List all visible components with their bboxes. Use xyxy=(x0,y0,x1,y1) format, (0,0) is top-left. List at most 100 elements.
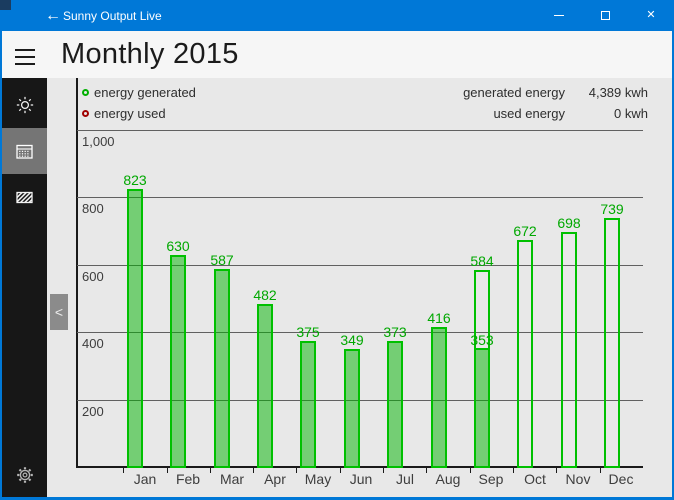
gridline-1000 xyxy=(77,130,643,131)
bar-value-nov: 698 xyxy=(557,215,581,231)
titlebar-corner-artifact xyxy=(0,0,11,10)
chevron-left-icon: < xyxy=(54,304,64,320)
used-legend-dot-icon xyxy=(82,109,89,117)
x-label-aug: Aug xyxy=(435,471,461,487)
window-title: Sunny Output Live xyxy=(63,9,162,23)
x-tick-0 xyxy=(123,468,124,473)
bar-aug[interactable] xyxy=(431,327,447,468)
window-border-right xyxy=(672,31,674,500)
bar-dec[interactable] xyxy=(604,218,620,468)
titlebar: ← Sunny Output Live ✕ xyxy=(0,0,674,31)
minimize-icon xyxy=(554,15,564,16)
x-label-nov: Nov xyxy=(565,471,591,487)
gridline-400 xyxy=(77,332,643,333)
x-label-mar: Mar xyxy=(219,471,245,487)
sidebar-item-calendar[interactable] xyxy=(2,128,47,174)
ytick-label-1000: 1,000 xyxy=(82,134,115,149)
legend-item-generated: energy generated xyxy=(82,83,196,101)
bar-nov[interactable] xyxy=(561,232,577,468)
bar-value-sep: 584 xyxy=(470,253,494,269)
stat-generated-label: generated energy xyxy=(463,84,565,100)
gridline-200 xyxy=(77,400,643,401)
x-tick-4 xyxy=(296,468,297,473)
minimize-button[interactable] xyxy=(536,0,582,31)
maximize-button[interactable] xyxy=(582,0,628,31)
sun-icon xyxy=(16,96,33,114)
stat-used-value: 0 kwh xyxy=(614,105,648,121)
bar-value-apr: 482 xyxy=(253,287,277,303)
x-label-apr: Apr xyxy=(264,471,286,487)
x-label-jun: Jun xyxy=(349,471,373,487)
close-button[interactable]: ✕ xyxy=(628,0,674,31)
sidebar-item-settings[interactable] xyxy=(2,456,47,494)
bar-value-jun: 349 xyxy=(340,332,364,348)
x-tick-6 xyxy=(383,468,384,473)
window-border-bottom xyxy=(0,497,674,500)
sidebar-item-solar-panel[interactable] xyxy=(2,174,47,220)
ytick-label-800: 800 xyxy=(82,201,104,216)
x-tick-7 xyxy=(426,468,427,473)
bar-value-mar: 587 xyxy=(210,252,234,268)
bar-value-may: 375 xyxy=(296,324,320,340)
legend-used-label: energy used xyxy=(94,105,166,121)
stat-generated: generated energy 4,389 kwh xyxy=(300,83,648,101)
back-button[interactable]: ← xyxy=(36,0,70,31)
bar-value-jan: 823 xyxy=(123,172,147,188)
bar-value-dec: 739 xyxy=(600,201,624,217)
gridline-600 xyxy=(77,265,643,266)
ytick-label-600: 600 xyxy=(82,269,104,284)
close-icon: ✕ xyxy=(646,9,656,21)
ytick-label-400: 400 xyxy=(82,336,104,351)
window-border-left xyxy=(0,31,2,500)
bar-jul[interactable] xyxy=(387,341,403,468)
gear-icon xyxy=(16,467,33,483)
x-tick-11 xyxy=(600,468,601,473)
back-arrow-icon: ← xyxy=(45,6,61,24)
bar-jun[interactable] xyxy=(344,349,360,468)
x-label-may: May xyxy=(304,471,332,487)
x-label-oct: Oct xyxy=(524,471,546,487)
solar-panel-icon xyxy=(16,191,33,203)
calendar-icon xyxy=(16,144,33,159)
bar-mar[interactable] xyxy=(214,269,230,468)
x-tick-8 xyxy=(470,468,471,473)
x-label-sep: Sep xyxy=(478,471,504,487)
stat-used-label: used energy xyxy=(493,105,565,121)
x-label-dec: Dec xyxy=(608,471,634,487)
x-tick-10 xyxy=(556,468,557,473)
bar-fill-sep[interactable] xyxy=(474,348,490,468)
generated-legend-dot-icon xyxy=(82,88,89,96)
x-tick-3 xyxy=(253,468,254,473)
sidebar-item-brightness[interactable] xyxy=(2,82,47,128)
x-tick-9 xyxy=(513,468,514,473)
legend-item-used: energy used xyxy=(82,104,166,122)
bar-feb[interactable] xyxy=(170,255,186,468)
bar-value-feb: 630 xyxy=(166,238,190,254)
bar-may[interactable] xyxy=(300,341,316,468)
stat-generated-value: 4,389 kwh xyxy=(588,84,648,100)
x-tick-1 xyxy=(167,468,168,473)
bar-apr[interactable] xyxy=(257,304,273,468)
maximize-icon xyxy=(600,11,610,20)
legend-generated-label: energy generated xyxy=(94,84,196,100)
bar-jan[interactable] xyxy=(127,189,143,468)
bar-value-oct: 672 xyxy=(513,223,537,239)
x-label-jul: Jul xyxy=(396,471,414,487)
hamburger-menu-icon[interactable] xyxy=(15,49,35,65)
bar-value-aug: 416 xyxy=(427,310,451,326)
x-label-jan: Jan xyxy=(133,471,157,487)
window-controls: ✕ xyxy=(536,0,674,31)
x-label-feb: Feb xyxy=(175,471,201,487)
page-title: Monthly 2015 xyxy=(61,38,239,70)
page-header xyxy=(0,31,674,78)
x-tick-2 xyxy=(210,468,211,473)
gridline-800 xyxy=(77,197,643,198)
sidebar-collapse-button[interactable]: < xyxy=(50,294,68,330)
sidebar xyxy=(0,78,47,500)
stat-used: used energy 0 kwh xyxy=(300,104,648,122)
bar-value-jul: 373 xyxy=(383,324,407,340)
bar-oct[interactable] xyxy=(517,240,533,468)
bar-fill-value-sep: 353 xyxy=(470,332,494,348)
